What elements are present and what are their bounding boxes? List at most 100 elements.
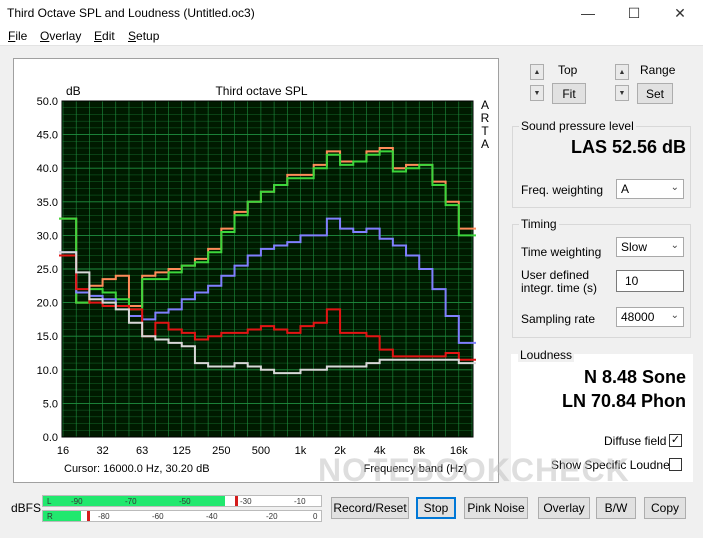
maximize-button[interactable]: ☐: [627, 4, 641, 21]
loudness-ln-value: LN 70.84 Phon: [561, 391, 686, 411]
x-tick-label: 63: [136, 445, 148, 457]
x-tick-label: 32: [96, 445, 108, 457]
top-up-spinner[interactable]: ▲: [530, 64, 544, 80]
y-tick-label: 5.0: [43, 398, 58, 410]
top-down-spinner[interactable]: ▼: [530, 85, 544, 101]
dbfs-label: dBFS: [11, 501, 42, 515]
time-weighting-label: Time weighting: [521, 245, 602, 259]
cursor-readout: Cursor: 16000.0 Hz, 30.20 dB: [64, 463, 210, 475]
close-button[interactable]: ✕: [674, 4, 686, 21]
integr-time-label-2: integr. time (s): [521, 281, 598, 295]
side-label-letter: A: [481, 98, 489, 112]
meter-tick: -50: [179, 497, 191, 506]
menu-edit[interactable]: Edit: [94, 29, 115, 43]
chart-title: Third octave SPL: [215, 84, 307, 98]
sampling-rate-select[interactable]: 48000 ⌄: [616, 307, 684, 327]
meter-tick: -90: [71, 497, 83, 506]
integr-time-label-1: User defined: [521, 268, 590, 282]
top-label: Top: [558, 63, 578, 77]
y-tick-label: 30.0: [37, 230, 58, 242]
record-reset-button[interactable]: Record/Reset: [331, 497, 409, 519]
timing-group-title: Timing: [519, 217, 559, 231]
y-tick-label: 15.0: [37, 331, 58, 343]
y-tick-label: 10.0: [37, 365, 58, 377]
bw-button[interactable]: B/W: [596, 497, 636, 519]
overlay-button[interactable]: Overlay: [538, 497, 590, 519]
meter-tick: 0: [313, 512, 318, 521]
chevron-down-icon: ⌄: [670, 240, 679, 251]
meter-tick: -40: [206, 512, 218, 521]
y-tick-label: 35.0: [37, 197, 58, 209]
freq-weighting-label: Freq. weighting: [521, 183, 604, 197]
minimize-button[interactable]: —: [581, 5, 595, 21]
side-label-letter: T: [481, 124, 489, 138]
x-tick-label: 250: [212, 445, 230, 457]
y-axis-label: dB: [66, 84, 81, 98]
x-tick-label: 2k: [334, 445, 346, 457]
window-title: Third Octave SPL and Loudness (Untitled.…: [7, 6, 255, 20]
spl-chart-panel[interactable]: 0.0 5.0 10.0 15.0 20.0 25.0 30.0 35.0 40.0 45.0 50…: [13, 58, 499, 483]
chevron-down-icon: ⌄: [670, 310, 679, 321]
y-tick-label: 20.0: [37, 298, 58, 310]
loudness-title: Loudness: [518, 348, 575, 362]
meter-tick: -80: [98, 512, 110, 521]
show-specific-loudness-label: Show Specific Loudness: [551, 458, 682, 472]
spl-group-title: Sound pressure level: [519, 119, 636, 133]
menu-file[interactable]: File: [8, 29, 28, 43]
meter-tick: -70: [125, 497, 137, 506]
x-tick-label: 4k: [374, 445, 386, 457]
meter-peak-right: [87, 511, 90, 521]
menu-bar: File Overlay Edit Setup: [0, 26, 703, 46]
loudness-n-value: N 8.48 Sone: [583, 367, 686, 387]
plot-border: [61, 100, 474, 438]
meter-fill-right: [43, 511, 81, 521]
sampling-rate-value: 48000: [621, 310, 655, 324]
y-tick-label: 0.0: [43, 432, 58, 444]
y-tick-label: 50.0: [37, 96, 58, 108]
x-axis-label: Frequency band (Hz): [364, 463, 467, 475]
series-line-4: [59, 251, 476, 375]
spl-group: Sound pressure level: [512, 119, 691, 208]
chevron-down-icon: ⌄: [670, 182, 679, 193]
meter-channel-r: R: [47, 512, 53, 521]
y-tick-label: 45.0: [37, 130, 58, 142]
spl-value: LAS 52.56 dB: [570, 137, 686, 157]
range-up-spinner[interactable]: ▲: [615, 64, 629, 80]
level-meter-right: R -80 -60 -40 -20 0: [42, 510, 322, 522]
menu-setup[interactable]: Setup: [128, 29, 160, 43]
pink-noise-button[interactable]: Pink Noise: [464, 497, 528, 519]
level-meter-left: L -90 -70 -50 -30 -10: [42, 495, 322, 507]
range-label: Range: [640, 63, 676, 77]
integr-time-value: 10: [625, 274, 639, 288]
fit-button[interactable]: Fit: [552, 83, 586, 104]
y-tick-label: 40.0: [37, 163, 58, 175]
show-specific-loudness-checkbox[interactable]: [669, 458, 682, 471]
loudness-panel: [511, 354, 693, 482]
sampling-rate-label: Sampling rate: [521, 312, 596, 326]
stop-button[interactable]: Stop: [416, 497, 456, 519]
diffuse-field-checkbox[interactable]: ✓: [669, 434, 682, 447]
time-weighting-value: Slow: [621, 240, 648, 254]
meter-channel-l: L: [47, 497, 52, 506]
meter-tick: -10: [294, 497, 306, 506]
integr-time-input[interactable]: 10: [616, 270, 684, 292]
x-tick-label: 16: [57, 445, 69, 457]
meter-tick: -30: [240, 497, 252, 506]
spl-chart[interactable]: 0.0 5.0 10.0 15.0 20.0 25.0 30.0 35.0 40.0 45.0 50…: [14, 59, 500, 484]
x-tick-label: 500: [252, 445, 270, 457]
range-down-spinner[interactable]: ▼: [615, 85, 629, 101]
menu-overlay[interactable]: Overlay: [40, 29, 82, 43]
x-tick-label: 1k: [295, 445, 307, 457]
x-tick-label: 16k: [450, 445, 468, 457]
y-tick-label: 25.0: [37, 264, 58, 276]
meter-tick: -60: [152, 512, 164, 521]
x-tick-label: 8k: [413, 445, 425, 457]
side-label-letter: R: [481, 111, 490, 125]
time-weighting-select[interactable]: Slow ⌄: [616, 237, 684, 257]
series-line-3: [59, 254, 476, 361]
set-button[interactable]: Set: [637, 83, 673, 104]
title-bar: Third Octave SPL and Loudness (Untitled.…: [0, 0, 703, 26]
side-label-letter: A: [481, 137, 489, 151]
freq-weighting-select[interactable]: A ⌄: [616, 179, 684, 199]
copy-button[interactable]: Copy: [644, 497, 686, 519]
